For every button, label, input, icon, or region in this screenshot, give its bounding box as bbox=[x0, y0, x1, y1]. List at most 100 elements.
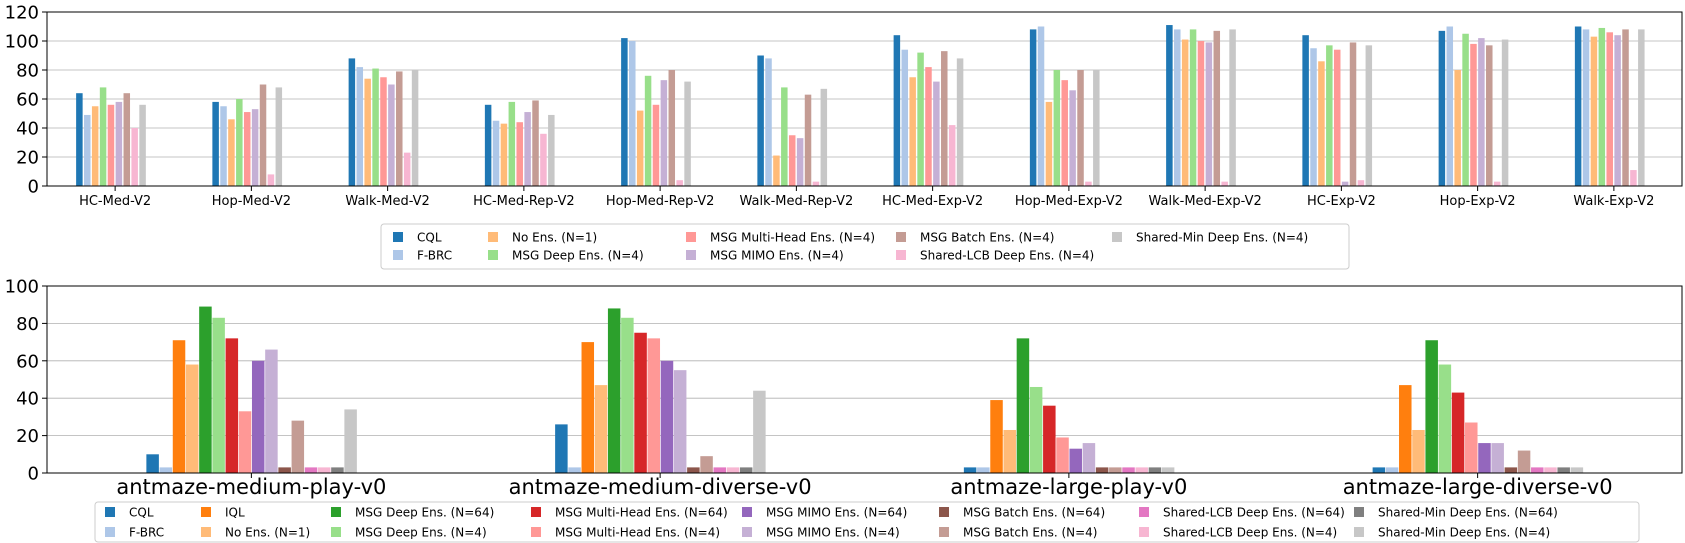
bar-msg-batch-ens-n-4-walk-exp-v2 bbox=[1622, 29, 1629, 187]
bar-shared-lcb-deep-ens-n-4-walk-med-rep-v2 bbox=[812, 181, 820, 186]
bar-shared-lcb-deep-ens-n-4-hc-exp-v2 bbox=[1357, 180, 1365, 186]
bar-iql-antmaze-large-diverse-v0 bbox=[1399, 385, 1412, 473]
legend-swatch-cql bbox=[105, 507, 115, 517]
bar-shared-lcb-deep-ens-n-4-hc-med-v2 bbox=[131, 128, 138, 186]
bar-iql-antmaze-large-play-v0 bbox=[990, 400, 1003, 473]
legend-swatch-no-ens-n-1 bbox=[488, 232, 498, 242]
legend-swatch-no-ens-n-1 bbox=[201, 527, 211, 537]
bar-msg-deep-ens-n-4-hc-exp-v2 bbox=[1326, 45, 1333, 186]
bar-msg-deep-ens-n-4-antmaze-medium-play-v0 bbox=[212, 317, 225, 473]
bar-f-brc-antmaze-large-diverse-v0 bbox=[1385, 467, 1399, 473]
legend-label-msg-multi-head-ens-n-4: MSG Multi-Head Ens. (N=4) bbox=[710, 230, 875, 244]
x-tick-label-hop-exp-v2: Hop-Exp-V2 bbox=[1440, 194, 1516, 209]
legend-label-msg-deep-ens-n-4: MSG Deep Ens. (N=4) bbox=[355, 525, 487, 539]
bar-f-brc-hc-med-rep-v2 bbox=[492, 120, 500, 186]
bar-msg-multi-head-ens-n-4-walk-med-rep-v2 bbox=[788, 135, 796, 186]
bar-msg-batch-ens-n-4-antmaze-medium-diverse-v0 bbox=[700, 456, 713, 473]
bar-msg-mimo-ens-n-4-antmaze-medium-play-v0 bbox=[265, 349, 278, 473]
bar-shared-min-deep-ens-n-4-antmaze-medium-play-v0 bbox=[344, 409, 357, 473]
bar-msg-multi-head-ens-n-4-hc-med-exp-v2 bbox=[925, 67, 932, 186]
legend-swatch-f-brc bbox=[393, 250, 403, 260]
bar-no-ens-n-1-walk-exp-v2 bbox=[1590, 36, 1598, 187]
bar-f-brc-antmaze-medium-play-v0 bbox=[159, 467, 173, 473]
legend-label-msg-deep-ens-n-4: MSG Deep Ens. (N=4) bbox=[512, 248, 644, 262]
bar-msg-deep-ens-n-4-hc-med-exp-v2 bbox=[917, 52, 924, 186]
bar-msg-mimo-ens-n-4-hc-med-v2 bbox=[115, 101, 123, 186]
legend-label-f-brc: F-BRC bbox=[417, 248, 452, 262]
bar-no-ens-n-1-hc-med-v2 bbox=[91, 106, 99, 186]
x-tick-label-antmaze-large-diverse-v0: antmaze-large-diverse-v0 bbox=[1343, 475, 1613, 499]
legend-swatch-f-brc bbox=[105, 527, 115, 537]
legend-swatch-shared-lcb-deep-ens-n-64 bbox=[1139, 507, 1149, 517]
bar-msg-multi-head-ens-n-4-antmaze-medium-play-v0 bbox=[238, 411, 252, 473]
x-tick-label-hc-exp-v2: HC-Exp-V2 bbox=[1307, 194, 1376, 209]
bar-cql-hc-exp-v2 bbox=[1302, 35, 1309, 187]
legend-label-no-ens-n-1: No Ens. (N=1) bbox=[512, 230, 597, 244]
bar-f-brc-antmaze-large-play-v0 bbox=[977, 467, 990, 473]
bar-no-ens-n-1-antmaze-large-play-v0 bbox=[1003, 429, 1016, 473]
bar-msg-mimo-ens-n-64-antmaze-large-diverse-v0 bbox=[1478, 443, 1491, 473]
bar-msg-mimo-ens-n-64-antmaze-large-play-v0 bbox=[1069, 448, 1082, 473]
bar-shared-min-deep-ens-n-4-antmaze-large-play-v0 bbox=[1161, 467, 1175, 473]
bar-shared-lcb-deep-ens-n-4-walk-med-v2 bbox=[403, 152, 411, 186]
legend-swatch-cql bbox=[393, 232, 403, 242]
bar-msg-mimo-ens-n-4-hc-med-rep-v2 bbox=[524, 112, 531, 186]
bar-cql-hc-med-rep-v2 bbox=[484, 104, 492, 186]
bar-shared-lcb-deep-ens-n-4-antmaze-medium-play-v0 bbox=[317, 467, 331, 473]
legend-label-msg-mimo-ens-n-4: MSG MIMO Ens. (N=4) bbox=[710, 248, 844, 262]
legend-frame bbox=[94, 501, 1640, 543]
legend-label-cql: CQL bbox=[417, 230, 442, 244]
bar-shared-min-deep-ens-n-64-antmaze-large-diverse-v0 bbox=[1557, 467, 1570, 473]
bar-shared-min-deep-ens-n-4-antmaze-large-diverse-v0 bbox=[1570, 467, 1584, 473]
bar-msg-batch-ens-n-64-antmaze-large-play-v0 bbox=[1095, 467, 1109, 473]
bar-shared-lcb-deep-ens-n-4-hop-med-rep-v2 bbox=[676, 180, 683, 186]
x-tick-label-antmaze-large-play-v0: antmaze-large-play-v0 bbox=[950, 475, 1187, 499]
bar-msg-batch-ens-n-4-hop-exp-v2 bbox=[1486, 45, 1493, 186]
bar-cql-antmaze-large-diverse-v0 bbox=[1372, 467, 1386, 473]
legend-swatch-msg-multi-head-ens-n-4 bbox=[531, 527, 541, 537]
legend-label-msg-batch-ens-n-4: MSG Batch Ens. (N=4) bbox=[963, 525, 1098, 539]
bar-msg-multi-head-ens-n-4-antmaze-large-diverse-v0 bbox=[1465, 422, 1478, 473]
x-tick-label-hop-med-exp-v2: Hop-Med-Exp-V2 bbox=[1015, 194, 1123, 209]
legend-swatch-msg-batch-ens-n-64 bbox=[939, 507, 949, 517]
bar-shared-lcb-deep-ens-n-4-walk-med-exp-v2 bbox=[1221, 181, 1228, 186]
bar-msg-batch-ens-n-4-walk-med-v2 bbox=[396, 71, 403, 186]
bar-f-brc-walk-med-rep-v2 bbox=[765, 58, 772, 186]
bar-msg-multi-head-ens-n-4-hop-exp-v2 bbox=[1470, 43, 1477, 187]
bar-msg-mimo-ens-n-4-antmaze-medium-diverse-v0 bbox=[673, 370, 687, 473]
bar-shared-lcb-deep-ens-n-4-hc-med-rep-v2 bbox=[540, 133, 547, 186]
bar-no-ens-n-1-antmaze-large-diverse-v0 bbox=[1412, 429, 1425, 473]
bar-shared-min-deep-ens-n-4-hc-med-exp-v2 bbox=[956, 58, 964, 186]
bar-shared-min-deep-ens-n-4-antmaze-medium-diverse-v0 bbox=[753, 390, 766, 473]
x-tick-label-walk-exp-v2: Walk-Exp-V2 bbox=[1573, 194, 1654, 209]
legend-swatch-msg-mimo-ens-n-64 bbox=[742, 507, 752, 517]
bar-iql-antmaze-medium-diverse-v0 bbox=[581, 342, 595, 473]
bar-msg-mimo-ens-n-64-antmaze-medium-diverse-v0 bbox=[660, 360, 674, 473]
legend-swatch-msg-batch-ens-n-4 bbox=[939, 527, 949, 537]
y-tick-label: 20 bbox=[16, 426, 39, 447]
bar-cql-walk-med-v2 bbox=[348, 58, 356, 186]
bar-msg-batch-ens-n-4-hc-exp-v2 bbox=[1349, 42, 1357, 187]
bar-cql-antmaze-large-play-v0 bbox=[963, 467, 977, 473]
bar-msg-deep-ens-n-4-walk-med-v2 bbox=[372, 68, 379, 186]
bar-no-ens-n-1-hop-med-rep-v2 bbox=[636, 110, 644, 186]
bar-msg-mimo-ens-n-4-hop-exp-v2 bbox=[1478, 38, 1485, 186]
bar-msg-multi-head-ens-n-64-antmaze-medium-play-v0 bbox=[225, 338, 239, 473]
chart-mujoco-results: 0 20 40 60 80 100 120 HC-Med-V2 Hop-Med-V2 Walk-M… bbox=[5, 2, 1683, 209]
legend-label-msg-multi-head-ens-n-4: MSG Multi-Head Ens. (N=4) bbox=[555, 525, 720, 539]
bar-shared-lcb-deep-ens-n-4-antmaze-large-diverse-v0 bbox=[1544, 467, 1557, 473]
y-tick-label: 0 bbox=[28, 176, 39, 197]
bar-msg-mimo-ens-n-4-hop-med-rep-v2 bbox=[660, 80, 668, 186]
bar-shared-lcb-deep-ens-n-64-antmaze-medium-play-v0 bbox=[304, 467, 318, 473]
bar-msg-multi-head-ens-n-64-antmaze-medium-diverse-v0 bbox=[634, 332, 647, 473]
bar-msg-multi-head-ens-n-4-walk-exp-v2 bbox=[1606, 32, 1613, 186]
bar-msg-batch-ens-n-4-antmaze-large-play-v0 bbox=[1109, 467, 1122, 473]
bar-msg-batch-ens-n-4-antmaze-large-diverse-v0 bbox=[1517, 450, 1531, 473]
bar-shared-lcb-deep-ens-n-4-walk-exp-v2 bbox=[1630, 170, 1637, 186]
legend-swatch-msg-mimo-ens-n-4 bbox=[742, 527, 752, 537]
y-tick-label: 80 bbox=[16, 60, 39, 81]
bar-shared-lcb-deep-ens-n-4-hop-med-v2 bbox=[267, 174, 275, 186]
bar-msg-batch-ens-n-4-hc-med-v2 bbox=[123, 93, 131, 186]
bar-no-ens-n-1-hop-med-v2 bbox=[228, 119, 235, 186]
bar-shared-min-deep-ens-n-4-walk-exp-v2 bbox=[1638, 29, 1645, 187]
